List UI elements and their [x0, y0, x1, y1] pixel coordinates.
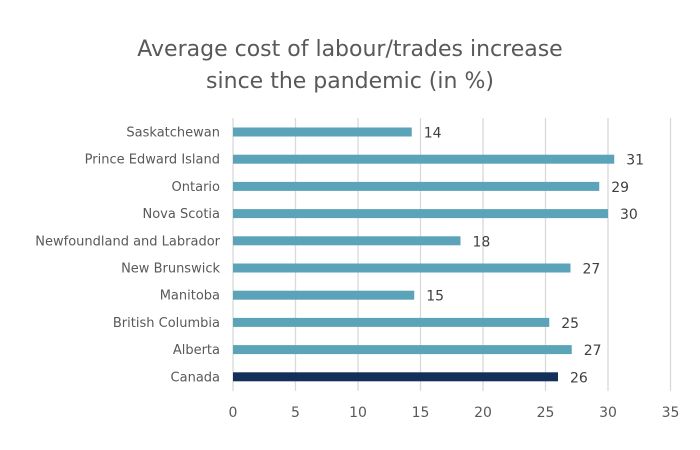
- x-tick-label: 15: [412, 405, 430, 421]
- category-label: Ontario: [172, 180, 220, 195]
- x-tick-label: 5: [291, 405, 300, 421]
- bar: [233, 372, 558, 382]
- category-label: Manitoba: [160, 289, 220, 304]
- bar: [233, 345, 572, 355]
- category-label: Alberta: [173, 343, 220, 358]
- bar: [233, 263, 571, 273]
- category-label: Prince Edward Island: [85, 153, 220, 168]
- bar: [233, 181, 600, 191]
- bar: [233, 209, 608, 219]
- x-tick-label: 25: [537, 405, 555, 421]
- category-label: Newfoundland and Labrador: [35, 234, 220, 249]
- category-label: Canada: [171, 370, 220, 385]
- bar: [233, 236, 461, 246]
- data-label: 14: [424, 126, 442, 142]
- x-tick-label: 10: [349, 405, 367, 421]
- chart-title-line-1: Average cost of labour/trades increase: [137, 37, 562, 62]
- category-label: Nova Scotia: [143, 207, 221, 222]
- x-tick-label: 20: [474, 405, 492, 421]
- category-label: Saskatchewan: [126, 126, 220, 141]
- data-label: 29: [611, 180, 629, 196]
- chart-title-line-2: since the pandemic (in %): [206, 69, 494, 94]
- bar: [233, 154, 615, 164]
- bar: [233, 317, 550, 327]
- data-label: 26: [570, 370, 588, 386]
- x-tick-label: 0: [229, 405, 238, 421]
- data-label: 18: [473, 234, 491, 250]
- x-tick-label: 35: [662, 405, 680, 421]
- data-label: 25: [561, 316, 579, 332]
- data-label: 15: [426, 289, 444, 305]
- category-label: New Brunswick: [121, 262, 220, 277]
- data-label: 30: [620, 207, 638, 223]
- data-label: 27: [583, 262, 601, 278]
- x-tick-label: 30: [599, 405, 617, 421]
- data-label: 27: [584, 343, 602, 359]
- bar: [233, 127, 412, 137]
- bar: [233, 290, 415, 300]
- data-label: 31: [626, 153, 644, 169]
- category-label: British Columbia: [113, 316, 220, 331]
